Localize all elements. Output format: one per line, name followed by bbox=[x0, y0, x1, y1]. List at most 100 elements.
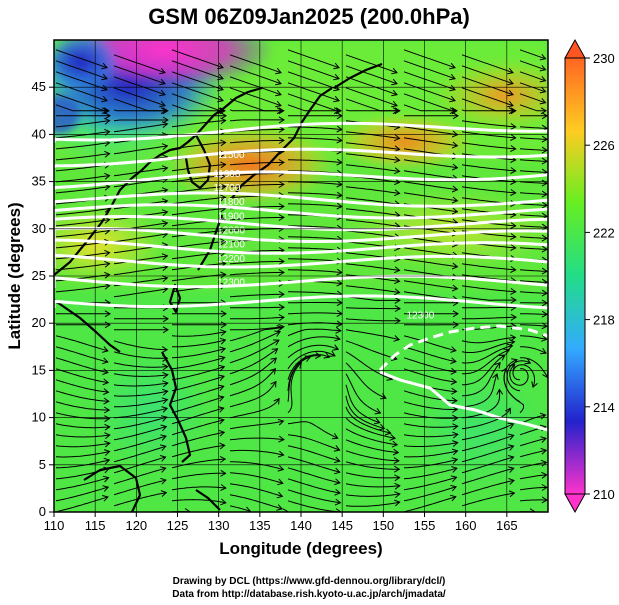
streamline-arrow bbox=[334, 488, 342, 496]
streamline-arrow bbox=[304, 355, 312, 362]
streamline bbox=[519, 49, 546, 60]
streamline bbox=[171, 375, 225, 392]
x-tick-label: 140 bbox=[290, 518, 312, 533]
x-tick-label: 135 bbox=[249, 518, 271, 533]
streamline-arrow bbox=[541, 223, 548, 231]
streamline-arrow bbox=[270, 357, 278, 364]
streamline bbox=[403, 335, 457, 352]
streamline bbox=[171, 472, 226, 480]
y-tick-label: 10 bbox=[32, 410, 46, 425]
streamline-arrow bbox=[220, 194, 227, 202]
streamline bbox=[171, 356, 225, 370]
streamline-arrow bbox=[541, 289, 548, 297]
streamline bbox=[403, 346, 457, 363]
contour-labels: 11500 11600 11700 11800 11900 12000 12100 12200… bbox=[213, 150, 434, 321]
streamline bbox=[172, 339, 226, 348]
streamline bbox=[403, 104, 457, 112]
colorbar-tick-label: 214 bbox=[593, 400, 615, 415]
streamline bbox=[230, 316, 285, 320]
streamline bbox=[461, 467, 514, 485]
streamline bbox=[519, 335, 547, 340]
streamline-arrow bbox=[161, 253, 169, 260]
streamline-arrow bbox=[541, 322, 548, 330]
streamline-arrow bbox=[394, 305, 401, 313]
streamline-arrow bbox=[103, 397, 110, 405]
streamline bbox=[171, 331, 226, 337]
streamline-arrow bbox=[220, 310, 227, 318]
streamline-arrow bbox=[391, 100, 398, 108]
contour-line bbox=[54, 121, 548, 143]
streamline-arrow bbox=[541, 245, 548, 253]
streamline-arrow bbox=[507, 433, 515, 441]
streamline-arrow bbox=[451, 387, 458, 395]
x-tick-label: 115 bbox=[85, 518, 106, 533]
streamline bbox=[519, 170, 548, 173]
streamline bbox=[55, 219, 110, 227]
colorbar-top-arrow bbox=[564, 38, 586, 59]
streamline-arrow bbox=[393, 335, 401, 342]
streamline bbox=[461, 492, 515, 507]
streamline bbox=[403, 423, 458, 428]
streamline bbox=[55, 82, 108, 102]
streamline-arrow bbox=[102, 346, 109, 353]
colorbar-tick-label: 210 bbox=[593, 487, 615, 502]
streamline-arrow bbox=[452, 440, 459, 447]
streamline-arrow bbox=[104, 271, 111, 279]
streamline-arrow bbox=[162, 107, 169, 115]
contour-label: 11900 bbox=[217, 211, 245, 222]
streamline-arrow bbox=[220, 498, 227, 506]
streamline bbox=[403, 126, 458, 136]
streamline-arrow bbox=[496, 388, 504, 395]
streamline bbox=[113, 390, 168, 397]
streamline bbox=[287, 126, 342, 130]
colorbar-ticks: 210 214 218 222 226 230 bbox=[585, 51, 615, 502]
streamline-arrow bbox=[391, 440, 399, 448]
streamline bbox=[171, 419, 225, 436]
streamline-arrow bbox=[336, 320, 343, 328]
streamline bbox=[403, 170, 458, 180]
streamline bbox=[55, 60, 108, 80]
streamline bbox=[113, 362, 168, 368]
streamline-arrow bbox=[450, 475, 458, 482]
streamline bbox=[519, 148, 548, 151]
streamline bbox=[403, 433, 458, 438]
streamline-arrow bbox=[508, 478, 515, 485]
streamline bbox=[171, 104, 225, 112]
streamline-arrow bbox=[394, 178, 401, 186]
streamline bbox=[229, 398, 280, 419]
streamline-arrow bbox=[539, 75, 547, 83]
contour-label: 12000 bbox=[217, 226, 245, 237]
streamline bbox=[345, 417, 396, 439]
streamline bbox=[229, 449, 284, 456]
streamline-arrow bbox=[270, 380, 277, 388]
geopotential-contours bbox=[54, 121, 548, 432]
streamline-arrow bbox=[277, 478, 284, 486]
streamline-arrow bbox=[278, 126, 285, 133]
streamline-arrow bbox=[159, 67, 166, 75]
streamline-arrow bbox=[220, 321, 227, 329]
streamline bbox=[287, 489, 341, 504]
streamline bbox=[462, 306, 517, 309]
streamline bbox=[55, 175, 110, 183]
philippines-coastline bbox=[161, 351, 192, 463]
streamline-arrow bbox=[161, 220, 169, 227]
streamline bbox=[503, 367, 524, 414]
streamline-arrow bbox=[220, 238, 227, 246]
y-tick-label: 25 bbox=[32, 268, 46, 283]
streamline bbox=[55, 285, 110, 293]
streamline-arrow bbox=[278, 290, 285, 298]
streamline bbox=[461, 341, 515, 353]
streamline bbox=[229, 183, 284, 188]
streamline-arrow bbox=[102, 368, 109, 375]
credit-drawing: Drawing by DCL (https://www.gfd-dennou.o… bbox=[173, 576, 446, 587]
streamline-arrow bbox=[278, 314, 285, 322]
streamline bbox=[462, 349, 510, 375]
streamline bbox=[55, 49, 108, 69]
streamline bbox=[403, 450, 458, 458]
streamline bbox=[287, 49, 340, 69]
streamline-arrow bbox=[450, 494, 457, 502]
streamline bbox=[461, 445, 514, 463]
streamline bbox=[55, 263, 110, 271]
x-tick-label: 150 bbox=[372, 518, 394, 533]
streamline-arrow bbox=[507, 78, 514, 86]
